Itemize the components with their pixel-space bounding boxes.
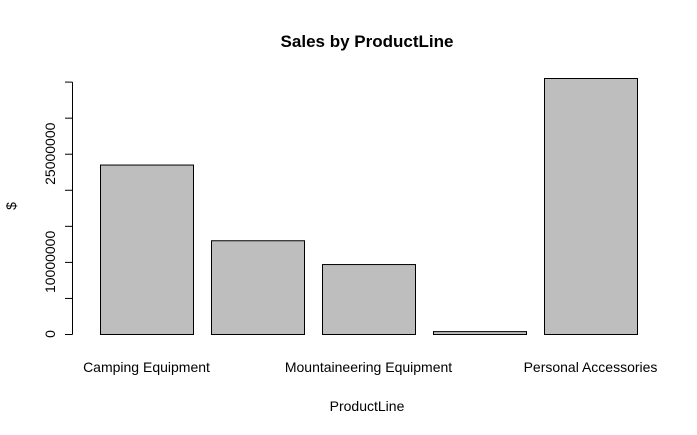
y-axis: 0 10000000 25000000 [42,81,73,338]
x-tick-label: Mountaineering Equipment [285,359,452,375]
y-tick-label: 0 [42,330,58,338]
x-axis-label: ProductLine [330,398,405,414]
bar-mountaineering-equipment [322,264,416,335]
bar-personal-accessories [544,78,638,335]
x-tick-labels: Camping Equipment Mountaineering Equipmen… [83,359,657,375]
bar-outdoor-protection [433,331,527,335]
x-tick-label: Camping Equipment [83,359,210,375]
bars-group [100,78,638,335]
y-axis-label: $ [3,202,19,210]
bar-golf-equipment [211,240,305,335]
y-tick-label: 10000000 [42,231,58,294]
chart-title: Sales by ProductLine [281,32,454,51]
y-tick-label: 25000000 [42,122,58,185]
bar-camping-equipment [100,164,194,335]
x-tick-label: Personal Accessories [524,359,658,375]
